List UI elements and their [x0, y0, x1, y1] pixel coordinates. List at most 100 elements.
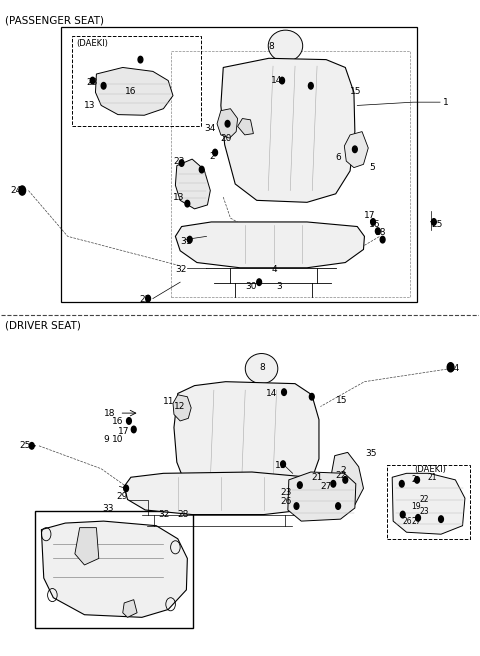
Text: (DRIVER SEAT): (DRIVER SEAT) — [5, 320, 81, 330]
Circle shape — [213, 150, 217, 156]
Text: 26: 26 — [403, 517, 412, 525]
Text: 24: 24 — [448, 364, 459, 373]
Circle shape — [447, 363, 454, 372]
Text: 32: 32 — [175, 264, 187, 274]
Text: 15: 15 — [350, 87, 361, 96]
Text: 12: 12 — [174, 402, 185, 411]
Circle shape — [416, 514, 420, 521]
Text: 19: 19 — [411, 502, 421, 510]
Text: 13: 13 — [84, 101, 96, 110]
Circle shape — [375, 228, 380, 234]
Circle shape — [309, 83, 313, 89]
Text: 18: 18 — [375, 228, 386, 237]
Polygon shape — [174, 382, 319, 499]
Circle shape — [90, 77, 95, 84]
Circle shape — [127, 418, 132, 424]
Circle shape — [415, 477, 420, 483]
Circle shape — [439, 516, 444, 522]
Polygon shape — [175, 222, 364, 268]
Text: 15: 15 — [336, 396, 347, 405]
Circle shape — [257, 279, 262, 285]
Text: (DAEKI): (DAEKI) — [76, 39, 108, 48]
Circle shape — [331, 481, 336, 487]
Polygon shape — [123, 600, 137, 617]
Circle shape — [179, 160, 184, 167]
Text: 27: 27 — [321, 482, 332, 491]
Text: 4: 4 — [271, 264, 277, 274]
Text: 33: 33 — [102, 504, 114, 512]
Text: 23: 23 — [281, 489, 292, 497]
Circle shape — [225, 121, 230, 127]
Circle shape — [281, 461, 286, 468]
Text: 28: 28 — [178, 510, 189, 519]
Text: 8: 8 — [269, 42, 275, 51]
Text: (DAEKI): (DAEKI) — [415, 466, 446, 474]
Text: 17: 17 — [118, 427, 130, 436]
Polygon shape — [173, 395, 191, 421]
Circle shape — [124, 485, 129, 491]
Text: 17: 17 — [364, 211, 376, 220]
Polygon shape — [75, 527, 99, 565]
Text: 9: 9 — [104, 435, 109, 443]
Text: 32: 32 — [158, 510, 170, 519]
Polygon shape — [238, 119, 253, 135]
Text: 26: 26 — [281, 497, 292, 506]
Text: 2: 2 — [411, 476, 416, 484]
Circle shape — [400, 511, 405, 518]
Text: 16: 16 — [125, 87, 137, 96]
Text: 19: 19 — [275, 461, 286, 470]
Text: 23: 23 — [86, 78, 97, 87]
Text: 25: 25 — [19, 441, 30, 450]
Ellipse shape — [245, 354, 278, 384]
Circle shape — [132, 426, 136, 433]
Text: 5: 5 — [369, 163, 375, 172]
Polygon shape — [124, 472, 317, 514]
Circle shape — [29, 443, 34, 449]
Text: 16: 16 — [112, 417, 124, 426]
Text: 2: 2 — [340, 466, 346, 475]
Text: 34: 34 — [204, 124, 216, 133]
Circle shape — [343, 477, 348, 483]
Polygon shape — [288, 472, 356, 521]
Text: (PASSENGER SEAT): (PASSENGER SEAT) — [5, 15, 105, 25]
Text: 2: 2 — [209, 152, 215, 161]
Circle shape — [185, 200, 190, 207]
Text: 20: 20 — [221, 134, 232, 142]
Text: 35: 35 — [365, 449, 377, 458]
Circle shape — [146, 295, 151, 302]
Circle shape — [380, 236, 385, 243]
Text: 31: 31 — [180, 237, 192, 246]
Text: 27: 27 — [411, 517, 421, 525]
Polygon shape — [96, 68, 173, 115]
Circle shape — [19, 186, 25, 195]
Text: 1: 1 — [444, 98, 449, 107]
Polygon shape — [344, 132, 368, 168]
Ellipse shape — [268, 30, 303, 62]
Circle shape — [187, 236, 192, 243]
Text: 18: 18 — [104, 409, 115, 418]
Text: 6: 6 — [336, 154, 341, 162]
Text: 13: 13 — [173, 193, 184, 201]
Text: 21: 21 — [312, 473, 323, 482]
Text: 14: 14 — [271, 76, 283, 85]
Circle shape — [199, 167, 204, 173]
Text: 21: 21 — [428, 473, 437, 482]
Polygon shape — [330, 453, 363, 504]
Circle shape — [310, 394, 314, 400]
Text: 10: 10 — [112, 435, 124, 443]
Circle shape — [294, 502, 299, 509]
Text: 16: 16 — [369, 220, 381, 229]
Polygon shape — [41, 521, 187, 617]
Polygon shape — [175, 159, 210, 209]
Circle shape — [282, 389, 287, 396]
Text: 3: 3 — [276, 282, 282, 291]
Circle shape — [371, 218, 375, 225]
Polygon shape — [221, 58, 355, 202]
Text: 30: 30 — [245, 282, 256, 291]
Text: 25: 25 — [432, 220, 443, 229]
Text: 11: 11 — [163, 397, 175, 406]
Circle shape — [101, 83, 106, 89]
Text: 23: 23 — [173, 157, 184, 165]
Circle shape — [138, 56, 143, 63]
Text: 25: 25 — [140, 295, 151, 304]
